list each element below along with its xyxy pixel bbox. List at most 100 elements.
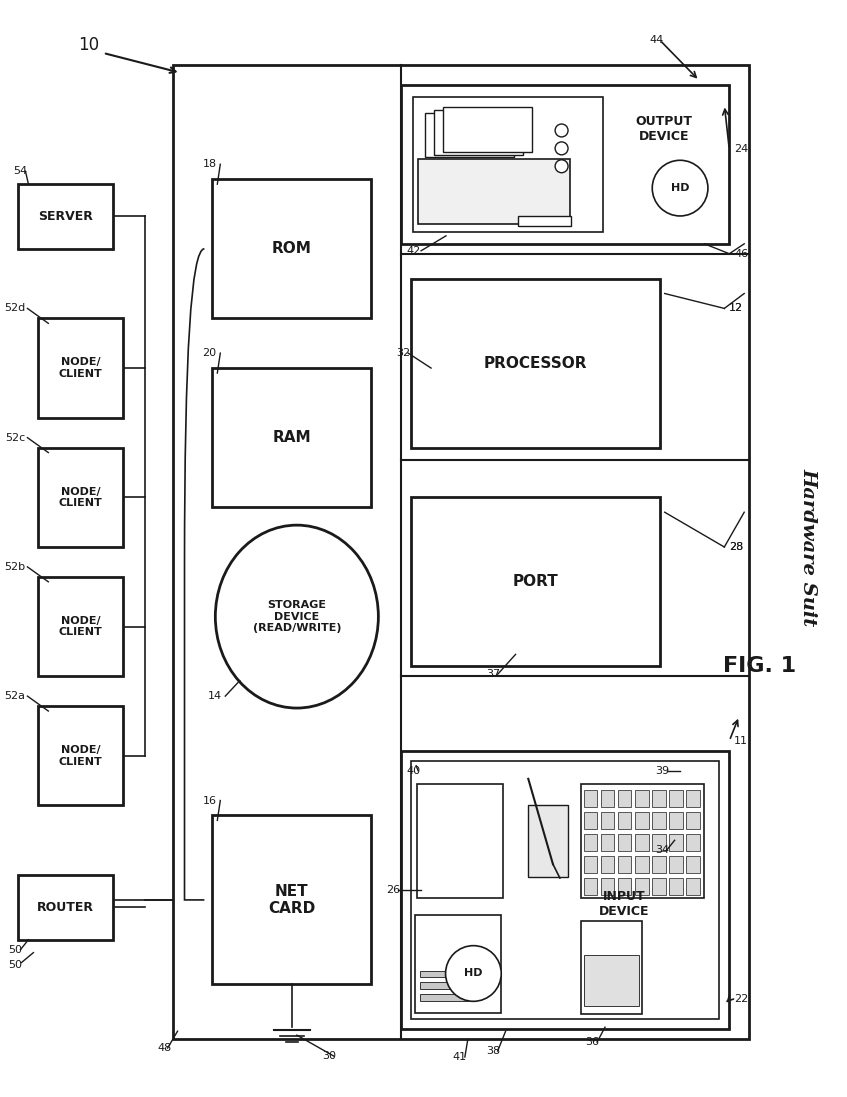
Bar (652, 856, 666, 873)
Bar (686, 790, 700, 807)
Ellipse shape (215, 525, 379, 708)
Text: NODE/
CLIENT: NODE/ CLIENT (58, 486, 102, 508)
Text: 11: 11 (734, 736, 748, 746)
Bar (634, 790, 649, 807)
Bar (415, 915, 501, 1014)
Text: 30: 30 (322, 1051, 335, 1061)
Bar (584, 955, 639, 1006)
Bar (601, 834, 614, 851)
Bar (584, 878, 597, 895)
Bar (601, 812, 614, 829)
Text: Hardware Suit: Hardware Suit (800, 468, 818, 626)
Text: 42: 42 (407, 246, 420, 256)
Bar (669, 878, 683, 895)
Circle shape (446, 946, 501, 1002)
Text: 12: 12 (729, 304, 744, 314)
Bar (529, 805, 568, 878)
Bar (425, 113, 514, 157)
Bar (634, 878, 649, 895)
Bar (652, 790, 666, 807)
Text: 38: 38 (485, 1047, 500, 1056)
Bar (584, 834, 597, 851)
Text: OUTPUT
DEVICE: OUTPUT DEVICE (635, 115, 692, 144)
Text: RAM: RAM (273, 430, 311, 445)
Text: 14: 14 (208, 691, 222, 701)
Text: NODE/
CLIENT: NODE/ CLIENT (58, 615, 102, 637)
Text: ROUTER: ROUTER (37, 901, 94, 914)
Text: 32: 32 (396, 348, 411, 358)
Text: 26: 26 (386, 885, 401, 895)
Bar (411, 760, 719, 1019)
Text: 54: 54 (14, 167, 28, 177)
Bar (19, 875, 113, 940)
Bar (584, 812, 597, 829)
Bar (617, 790, 632, 807)
Text: 44: 44 (650, 35, 664, 45)
Text: 20: 20 (202, 348, 217, 358)
Bar (38, 706, 123, 805)
Circle shape (555, 142, 568, 155)
Text: NET
CARD: NET CARD (268, 884, 315, 916)
Text: 12: 12 (729, 304, 744, 314)
Bar (413, 97, 603, 231)
Text: 46: 46 (734, 249, 749, 259)
Bar (686, 812, 700, 829)
Bar (601, 856, 614, 873)
Bar (38, 318, 123, 418)
Bar (669, 834, 683, 851)
Bar (411, 497, 660, 666)
Bar (686, 856, 700, 873)
Bar (38, 448, 123, 547)
Bar (38, 577, 123, 676)
Bar (401, 750, 729, 1029)
Text: NODE/
CLIENT: NODE/ CLIENT (58, 745, 102, 767)
Circle shape (652, 160, 708, 216)
Text: 50: 50 (8, 945, 23, 954)
Bar (617, 834, 632, 851)
Text: HD: HD (671, 183, 689, 193)
Text: SERVER: SERVER (38, 210, 93, 223)
Bar (420, 983, 468, 989)
Text: 52c: 52c (5, 432, 25, 443)
Bar (686, 878, 700, 895)
Bar (434, 110, 523, 155)
Bar (669, 856, 683, 873)
Bar (443, 108, 532, 152)
Text: 22: 22 (734, 994, 749, 1005)
Bar (417, 784, 503, 897)
Bar (420, 994, 468, 1002)
Bar (420, 971, 468, 977)
Text: 24: 24 (734, 145, 749, 155)
Bar (634, 834, 649, 851)
Text: 18: 18 (202, 159, 217, 169)
Text: NODE/
CLIENT: NODE/ CLIENT (58, 358, 102, 378)
Bar (411, 279, 660, 448)
Bar (617, 856, 632, 873)
Text: 52a: 52a (4, 691, 25, 701)
Bar (601, 790, 614, 807)
Bar (418, 159, 570, 224)
Bar (634, 812, 649, 829)
Bar (669, 812, 683, 829)
Bar (601, 878, 614, 895)
Bar (213, 369, 372, 507)
Text: HD: HD (464, 969, 483, 979)
Text: ROM: ROM (272, 241, 312, 257)
Bar (213, 815, 372, 984)
Text: 37: 37 (485, 669, 500, 679)
Bar (634, 856, 649, 873)
Text: 50: 50 (8, 960, 23, 970)
Text: STORAGE
DEVICE
(READ/WRITE): STORAGE DEVICE (READ/WRITE) (252, 600, 341, 633)
Text: 28: 28 (729, 542, 744, 552)
Text: FIG. 1: FIG. 1 (722, 656, 795, 677)
Text: PORT: PORT (512, 575, 558, 589)
Bar (581, 784, 704, 897)
Bar (401, 84, 729, 244)
Text: 16: 16 (202, 795, 216, 805)
Bar (518, 216, 571, 226)
Text: 10: 10 (78, 36, 99, 54)
Bar (213, 179, 372, 318)
Bar (584, 790, 597, 807)
Text: 28: 28 (729, 542, 744, 552)
Bar (617, 878, 632, 895)
